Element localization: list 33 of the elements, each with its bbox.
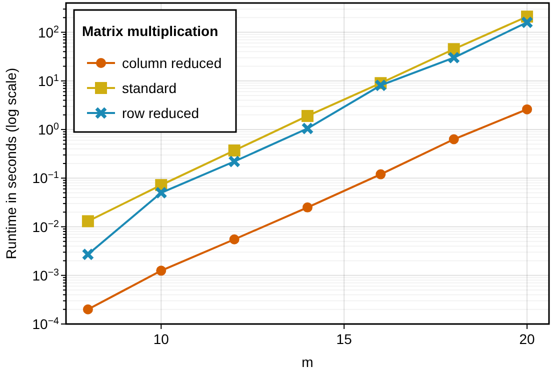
point [374, 79, 387, 92]
y-tick-label: 10$^{−1}$ [32, 170, 59, 186]
x-tick-label: 20 [519, 331, 536, 347]
y-axis-title: Runtime in seconds (log scale) [3, 68, 19, 260]
y-tick-label: 10$^{−4}$ [32, 316, 60, 332]
point [301, 122, 314, 135]
point [522, 104, 532, 114]
point [228, 144, 240, 157]
point [228, 155, 241, 168]
point [156, 266, 166, 276]
legend-label: column reduced [122, 55, 222, 71]
point [229, 234, 240, 244]
x-axis-title: m [302, 354, 314, 370]
point [376, 169, 386, 180]
y-tick-label: 10$^{−2}$ [32, 218, 59, 235]
point [520, 16, 534, 29]
point [448, 134, 459, 144]
x-tick-label: 10 [153, 331, 170, 347]
legend-title: Matrix multiplication [82, 23, 218, 39]
point [302, 110, 314, 122]
point [154, 186, 168, 200]
point [82, 304, 93, 314]
legend-label: standard [122, 80, 176, 96]
point [302, 202, 312, 212]
y-tick-label: 10$^{−3}$ [32, 266, 60, 284]
point [82, 215, 94, 228]
y-tick-label: 10$^{1}$ [38, 72, 59, 89]
legend-label: row reduced [122, 105, 200, 121]
y-tick-label: 10$^{0}$ [38, 121, 60, 138]
x-tick-label: 15 [336, 331, 352, 347]
point [82, 248, 94, 261]
point [448, 51, 460, 64]
y-tick-label: 10$^{2}$ [38, 24, 59, 40]
